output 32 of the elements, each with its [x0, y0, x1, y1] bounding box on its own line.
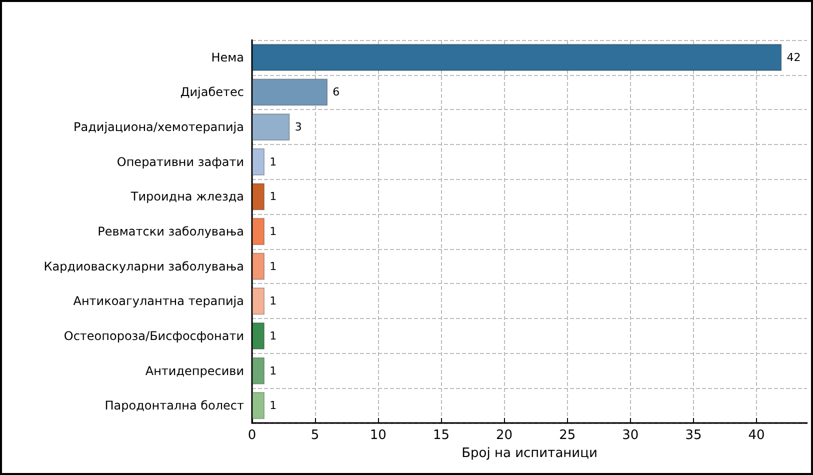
data-label: 1: [270, 399, 277, 412]
x-tick-label: 5: [310, 428, 320, 443]
x-tick-label: 10: [370, 428, 386, 443]
data-label: 1: [270, 155, 277, 168]
x-tick-label: 30: [622, 428, 639, 443]
x-tick-label: 35: [685, 428, 702, 443]
data-label: 1: [270, 329, 277, 342]
data-label: 1: [270, 225, 277, 238]
data-label: 1: [270, 190, 277, 204]
x-axis-title: Број на испитаници: [462, 446, 598, 461]
x-tick-label: 40: [748, 428, 765, 443]
data-label: 3: [294, 120, 302, 134]
y-tick-label: Остеопороза/Бисфосфонати: [64, 328, 244, 343]
data-label: 1: [270, 364, 277, 378]
x-tick-label: 15: [432, 428, 450, 443]
y-tick-label: Радијациона/хемотерапија: [74, 120, 244, 134]
data-label: 42: [786, 50, 801, 64]
data-label: 1: [270, 260, 277, 273]
y-tick-label: Ревматски заболувања: [98, 224, 244, 238]
y-tick-label: Нема: [211, 50, 244, 64]
data-label: 6: [332, 86, 340, 99]
data-label: 1: [270, 294, 277, 308]
y-tick-label: Дијабетес: [180, 85, 244, 100]
y-tick-label: Кардиоваскуларни заболувања: [44, 259, 244, 274]
x-tick-label: 25: [559, 428, 576, 443]
x-tick-label: 20: [496, 428, 513, 443]
y-tick-label: Пародонтална болест: [104, 398, 244, 413]
y-tick-label: Антикоагулантна терапија: [73, 294, 244, 308]
y-tick-label: Оперативни зафати: [116, 154, 244, 169]
y-tick-label: Антидепресиви: [145, 364, 244, 378]
y-tick-label: Тироидна жлезда: [130, 190, 244, 204]
x-tick-label: 0: [248, 428, 256, 443]
